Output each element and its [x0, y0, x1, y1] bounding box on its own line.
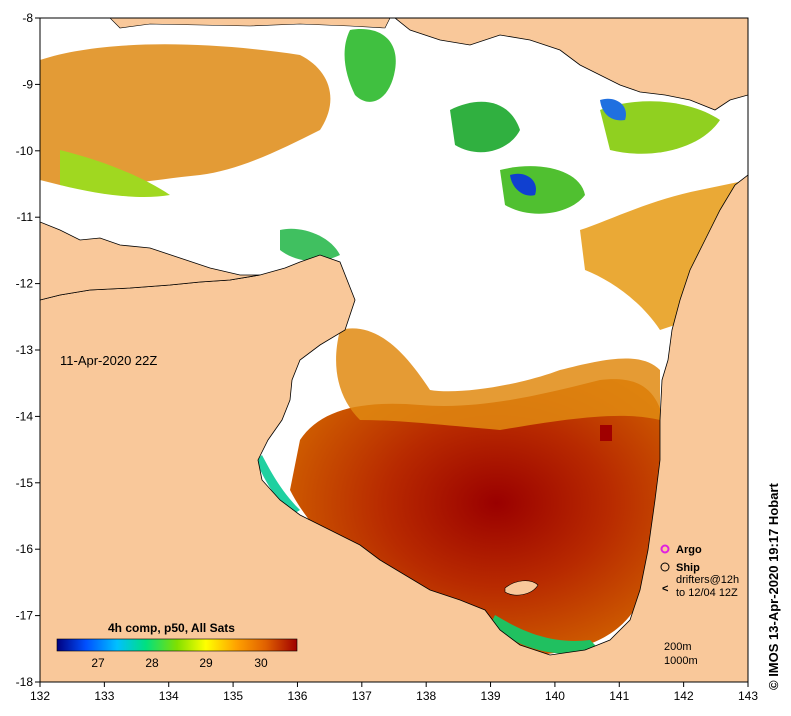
x-tick-label: 139 [481, 689, 501, 703]
y-tick-label: -9 [22, 77, 33, 91]
x-tick-label: 140 [545, 689, 565, 703]
legend-argo: Argo [676, 544, 702, 556]
x-tick-label: 135 [223, 689, 243, 703]
x-tick-label: 138 [416, 689, 436, 703]
green-patch-5 [600, 101, 720, 154]
colorbar-title: 4h comp, p50, All Sats [108, 621, 235, 635]
blue-patch-1 [510, 173, 536, 196]
x-tick-label: 143 [738, 689, 758, 703]
y-tick-label: -8 [22, 11, 33, 25]
y-tick-label: -18 [16, 675, 34, 689]
x-tick-label: 136 [287, 689, 307, 703]
northern-orange-field [336, 328, 660, 430]
legend-ship: Ship [676, 562, 700, 574]
x-axis: 132 133 134 135 136 137 138 139 140 141 142 143 [30, 682, 758, 703]
colorbar-tick: 28 [145, 656, 159, 670]
land-island-mornington [504, 580, 539, 596]
y-tick-label: -17 [16, 609, 34, 623]
x-tick-label: 137 [352, 689, 372, 703]
colorbar: 4h comp, p50, All Sats 27 28 29 30 [56, 621, 298, 670]
land-islands-north [109, 18, 391, 29]
southern-cool-fringe [490, 615, 600, 654]
depth-1000m: 1000m [664, 655, 698, 667]
land-northwest [40, 221, 261, 301]
y-tick-label: -16 [16, 542, 34, 556]
x-tick-label: 132 [30, 689, 50, 703]
y-tick-label: -10 [16, 144, 34, 158]
green-patch-6 [280, 228, 340, 262]
x-tick-label: 142 [674, 689, 694, 703]
green-patch-1 [60, 150, 170, 197]
y-tick-label: -12 [16, 277, 34, 291]
credit-text: © IMOS 13-Apr-2020 19:17 Hobart [766, 483, 781, 690]
green-patch-3 [450, 101, 520, 153]
colorbar-tick: 30 [254, 656, 268, 670]
depth-legend: 200m 1000m [664, 641, 698, 667]
y-tick-label: -14 [16, 409, 34, 423]
x-tick-label: 141 [609, 689, 629, 703]
land-mainland [40, 174, 748, 682]
x-tick-label: 133 [94, 689, 114, 703]
legend-drifters-line2: to 12/04 12Z [676, 587, 738, 599]
flag-box [600, 425, 612, 441]
date-label: 11-Apr-2020 22Z [60, 353, 157, 368]
colorbar-tick: 29 [199, 656, 213, 670]
y-tick-label: -15 [16, 476, 34, 490]
depth-200m: 200m [664, 641, 692, 653]
drifter-marker-icon: < [662, 583, 668, 595]
y-axis: -8 -9 -10 -11 -12 -13 -14 -15 -16 -17 -18 [16, 11, 40, 689]
green-patch-2 [344, 29, 396, 102]
y-tick-label: -13 [16, 343, 34, 357]
northwest-orange-field [40, 44, 331, 187]
x-tick-label: 134 [159, 689, 179, 703]
y-tick-label: -11 [17, 210, 34, 224]
land-new-guinea [394, 18, 748, 111]
legend: Argo Ship < drifters@12h to 12/04 12Z [660, 544, 739, 599]
legend-drifters-line1: drifters@12h [676, 574, 739, 586]
coastal-cool-fringe [256, 455, 300, 515]
ship-marker-icon [660, 562, 670, 572]
argo-marker-icon [660, 544, 670, 554]
colorbar-tick: 27 [91, 656, 105, 670]
colorbar-bar [56, 638, 298, 652]
blue-patch-2 [600, 98, 626, 121]
